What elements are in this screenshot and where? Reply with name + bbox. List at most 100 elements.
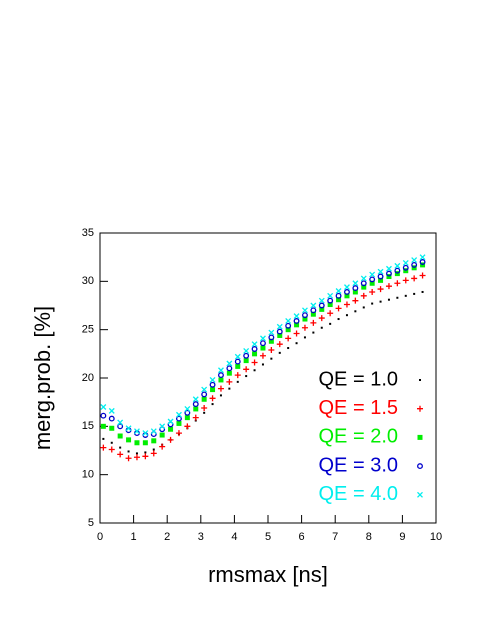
point — [201, 404, 208, 411]
legend-label: QE = 1.5 — [319, 397, 399, 419]
point — [377, 273, 384, 280]
point — [362, 306, 365, 309]
point — [251, 346, 258, 352]
point — [192, 414, 199, 421]
point — [369, 280, 375, 286]
point — [125, 425, 132, 432]
point — [378, 277, 384, 283]
legend-label: QE = 1.0 — [319, 368, 399, 390]
x-tick-label: 3 — [198, 531, 204, 543]
point — [287, 347, 290, 350]
point — [252, 351, 258, 357]
point — [261, 363, 264, 366]
point — [327, 292, 334, 299]
point — [150, 428, 157, 435]
point — [385, 283, 392, 290]
point — [117, 433, 123, 439]
point — [293, 330, 300, 337]
point — [260, 345, 266, 351]
point — [226, 360, 233, 367]
point — [268, 346, 275, 353]
point — [301, 324, 308, 331]
point — [192, 396, 199, 403]
legend-marker — [417, 405, 423, 412]
point — [369, 276, 376, 283]
point — [413, 292, 416, 295]
point — [344, 289, 350, 295]
legend-marker — [417, 434, 423, 440]
point — [352, 289, 358, 295]
x-tick-label: 0 — [97, 531, 103, 543]
point — [203, 411, 206, 414]
point — [119, 446, 122, 449]
point — [100, 444, 107, 451]
point — [127, 450, 130, 453]
point — [109, 425, 115, 431]
point — [209, 376, 216, 383]
point — [243, 352, 250, 359]
point — [142, 440, 148, 446]
point — [344, 293, 350, 299]
point — [294, 322, 300, 328]
point — [361, 284, 367, 290]
point — [133, 454, 140, 461]
point — [245, 375, 248, 378]
point — [234, 372, 241, 379]
point — [108, 407, 115, 414]
point — [343, 301, 350, 308]
point — [302, 307, 308, 314]
point — [310, 319, 317, 326]
point — [228, 387, 231, 390]
point — [318, 297, 325, 304]
point — [402, 264, 409, 271]
point — [100, 412, 107, 419]
point — [218, 372, 224, 379]
y-tick-label: 5 — [88, 517, 94, 529]
point — [360, 275, 367, 282]
point — [184, 423, 191, 430]
x-tick-label: 9 — [399, 531, 405, 543]
point — [352, 280, 359, 287]
y-tick-label: 30 — [82, 275, 94, 287]
point — [329, 322, 332, 325]
point — [310, 311, 316, 317]
x-tick-label: 4 — [231, 531, 237, 543]
point — [184, 409, 191, 416]
point — [369, 288, 376, 295]
point — [167, 418, 174, 425]
point — [125, 455, 132, 462]
point — [260, 340, 266, 347]
x-tick-label: 10 — [430, 531, 442, 543]
legend-label: QE = 3.0 — [319, 454, 399, 476]
point — [419, 272, 426, 279]
point — [335, 292, 342, 299]
point — [176, 415, 182, 422]
point — [386, 270, 392, 277]
point — [209, 395, 216, 402]
point — [318, 302, 325, 309]
point — [268, 338, 274, 344]
x-tick-label: 6 — [299, 531, 305, 543]
x-tick-label: 5 — [265, 531, 271, 543]
point — [102, 437, 105, 440]
point — [276, 323, 283, 330]
point — [117, 423, 124, 430]
point — [226, 365, 233, 372]
point — [285, 335, 292, 342]
point — [303, 336, 306, 339]
point — [243, 358, 249, 364]
point — [192, 401, 199, 408]
point — [396, 296, 399, 299]
legend-marker — [419, 379, 421, 381]
point — [394, 267, 401, 274]
point — [117, 419, 124, 426]
point — [312, 331, 315, 334]
point — [151, 438, 157, 444]
point — [150, 450, 157, 457]
legend-marker — [417, 463, 423, 470]
point — [201, 396, 207, 402]
point — [319, 306, 325, 312]
y-tick-label: 20 — [82, 372, 94, 384]
point — [184, 405, 191, 412]
